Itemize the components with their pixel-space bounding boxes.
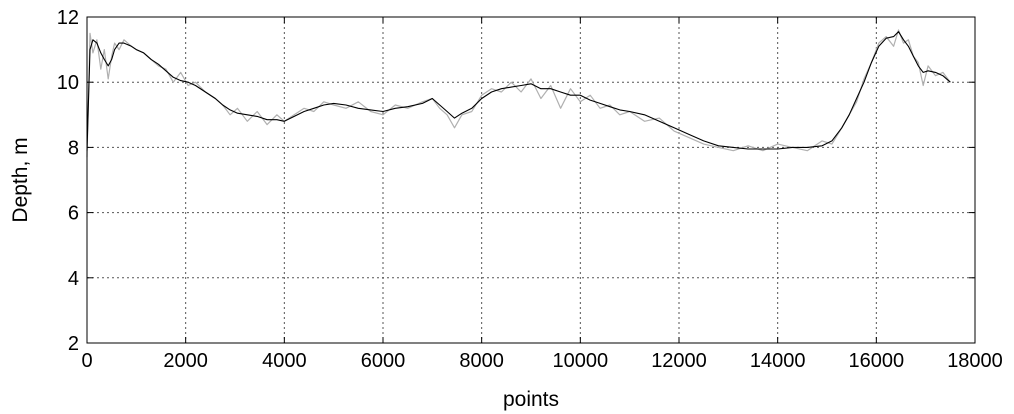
- x-axis-title: points: [503, 388, 559, 411]
- series-line-raw: [86, 29, 951, 158]
- y-tick-label: 12: [57, 7, 79, 29]
- x-tick-label: 10000: [553, 350, 609, 372]
- y-tick-label: 4: [68, 268, 79, 290]
- x-tick-label: 4000: [262, 350, 307, 372]
- y-tick-label: 8: [68, 137, 79, 159]
- series-layer: [86, 29, 951, 158]
- x-tick-label: 12000: [651, 350, 707, 372]
- x-tick-label: 8000: [459, 350, 504, 372]
- x-tick-label: 0: [81, 350, 92, 372]
- x-tick-label: 18000: [947, 350, 1003, 372]
- x-tick-label: 14000: [750, 350, 806, 372]
- series-line-filtered: [86, 31, 951, 151]
- y-tick-label: 6: [68, 203, 79, 225]
- y-axis-title: Depth, m: [9, 137, 32, 222]
- y-tick-label: 10: [57, 72, 79, 94]
- x-tick-label: 2000: [163, 350, 208, 372]
- y-tick-label: 2: [68, 333, 79, 355]
- tick-layer: 0 2000 4000 6000 8000 10000 12000 14000 16000 180…: [57, 7, 1003, 372]
- x-tick-label: 6000: [361, 350, 406, 372]
- x-tick-label: 16000: [849, 350, 905, 372]
- plot-frame: [86, 16, 976, 344]
- grid-layer: [87, 17, 975, 343]
